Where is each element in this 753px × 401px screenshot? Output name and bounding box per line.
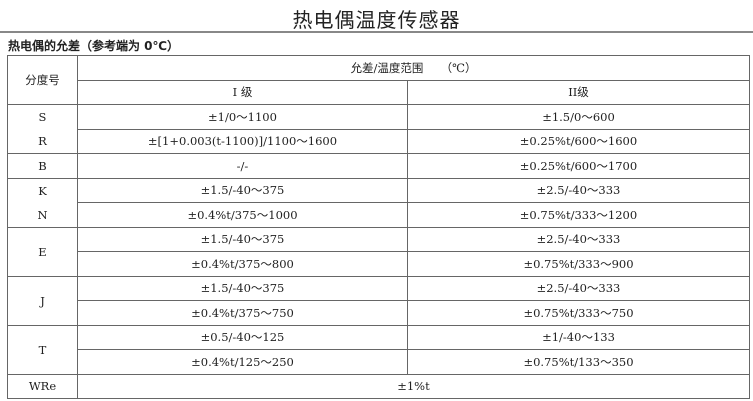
type-cell: WRe [7, 373, 78, 399]
class1-cell: ±0.4%t/375～1000 [77, 202, 408, 228]
class2-cell: ±2.5/-40～333 [407, 177, 750, 203]
type-cell: T [7, 324, 78, 375]
class1-cell: ±0.4%t/125～250 [77, 349, 408, 375]
class2-cell: ±0.25%t/600～1600 [407, 128, 750, 154]
table-row: WRe ±1%t [7, 373, 750, 399]
class2-cell: ±2.5/-40～333 [407, 226, 750, 252]
wre-tolerance-cell: ±1%t [77, 373, 750, 399]
table-row: ±0.4%t/125～250 ±0.75%t/133～350 [8, 349, 750, 375]
class-header-row: I 级 II级 [8, 79, 750, 105]
class2-cell: ±0.75%t/333～750 [407, 300, 750, 326]
tolerance-table: 分度号 允差/温度范围 （℃） I 级 II级 S ±1/0～1100 ±1.5/0… [7, 55, 750, 399]
class1-cell: ±0.4%t/375～750 [77, 300, 408, 326]
class2-cell: ±0.75%t/333～1200 [407, 202, 750, 228]
type-cell: E [7, 226, 78, 277]
class2-cell: ±1/-40～133 [407, 324, 750, 350]
table-row: ±0.4%t/375～750 ±0.75%t/333～750 [8, 300, 750, 326]
table-row: J ±1.5/-40～375 ±2.5/-40～333 [7, 275, 750, 326]
table-row: R ±[1+0.003(t-1100)]/1100～1600 ±0.25%t/600… [7, 128, 750, 154]
class2-cell: ±0.75%t/133～350 [407, 349, 750, 375]
class1-cell: ±1.5/-40～375 [77, 226, 408, 252]
type-cell: J [7, 275, 78, 326]
class2-header: II级 [407, 79, 750, 105]
title-divider [0, 31, 753, 33]
table-row: N ±0.4%t/375～1000 ±0.75%t/333～1200 [7, 202, 750, 228]
table-caption: 热电偶的允差（参考端为 0℃） [8, 39, 180, 53]
class1-cell: ±1.5/-40～375 [77, 177, 408, 203]
type-cell: N [7, 202, 78, 228]
table-row: ±0.4%t/375～800 ±0.75%t/333～900 [8, 251, 750, 277]
header-row: 分度号 允差/温度范围 （℃） [7, 55, 750, 105]
type-cell: R [7, 129, 78, 154]
type-cell: S [7, 104, 78, 129]
class1-cell: ±1.5/-40～375 [77, 275, 408, 301]
class1-header: I 级 [77, 79, 408, 105]
class2-cell: ±0.75%t/333～900 [407, 251, 750, 277]
class1-cell: -/- [77, 153, 408, 179]
type-header: 分度号 [7, 55, 78, 105]
table-row: E ±1.5/-40～375 ±2.5/-40～333 [7, 226, 750, 277]
table-row: T ±0.5/-40～125 ±1/-40～133 [7, 324, 750, 375]
type-cell: K [7, 177, 78, 203]
class2-cell: ±0.25%t/600～1700 [407, 153, 750, 179]
page-title: 热电偶温度传感器 [292, 8, 461, 32]
class2-cell: ±2.5/-40～333 [407, 275, 750, 301]
class1-cell: ±1/0～1100 [77, 104, 408, 130]
class1-cell: ±0.4%t/375～800 [77, 251, 408, 277]
tolerance-group-header: 允差/温度范围 （℃） [77, 55, 750, 81]
class1-cell: ±[1+0.003(t-1100)]/1100～1600 [77, 128, 408, 154]
class2-cell: ±1.5/0～600 [407, 104, 750, 130]
table-row: S ±1/0～1100 ±1.5/0～600 [7, 104, 750, 130]
class1-cell: ±0.5/-40～125 [77, 324, 408, 350]
table-row: K ±1.5/-40～375 ±2.5/-40～333 [7, 177, 750, 203]
type-cell: B [7, 153, 78, 179]
table-row: B -/- ±0.25%t/600～1700 [7, 153, 750, 179]
